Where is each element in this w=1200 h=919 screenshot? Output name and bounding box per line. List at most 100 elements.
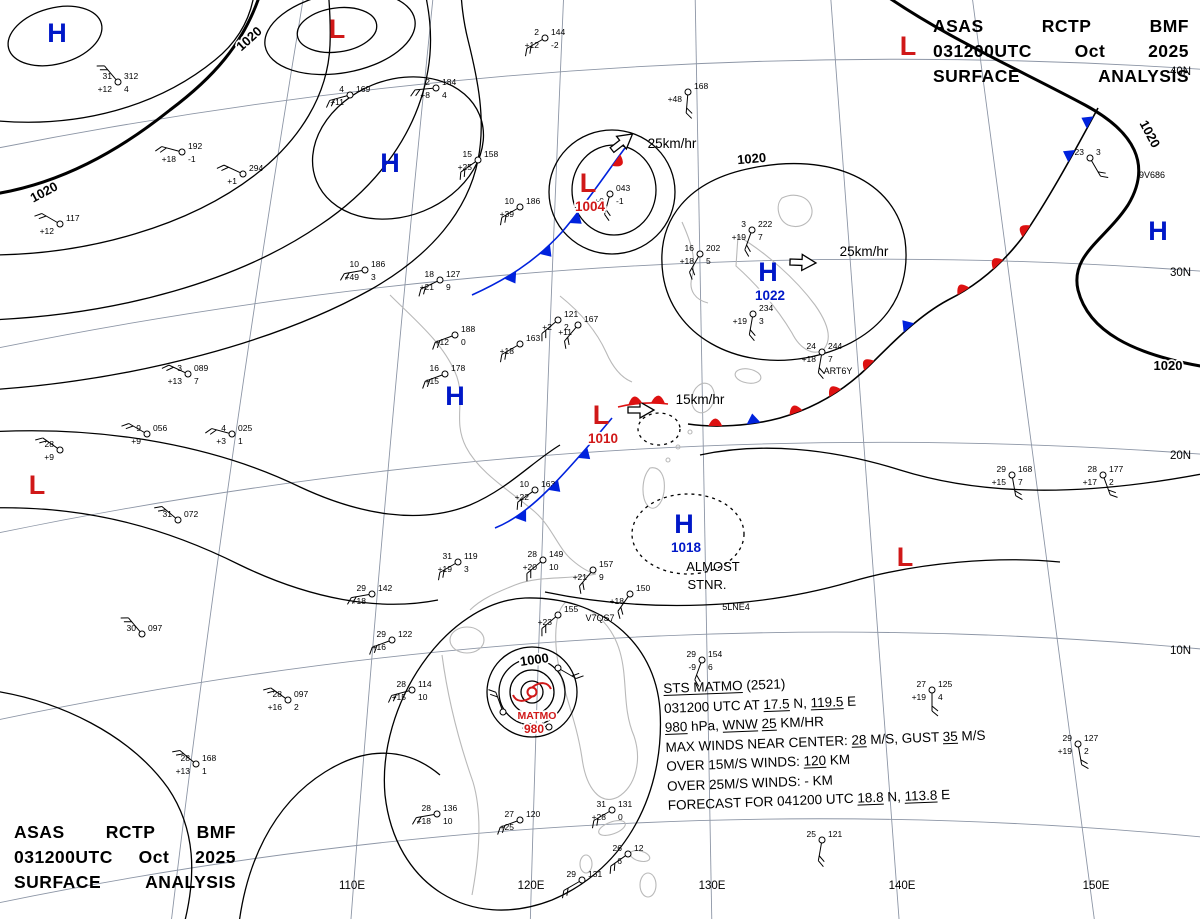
station-value: 157 — [599, 559, 613, 569]
station-value: 144 — [551, 27, 565, 37]
wind-barb-shaft — [416, 814, 435, 819]
coastline — [441, 654, 480, 896]
wind-barb-tick — [221, 166, 229, 172]
wind-barb-tick — [347, 597, 352, 605]
station-circle-icon — [408, 686, 416, 694]
wind-barb-icon — [1103, 477, 1118, 498]
pressure-center-high: H — [1148, 216, 1168, 246]
wind-barb-icon — [541, 616, 557, 637]
station-value: +12 — [98, 84, 113, 94]
station-value: +17 — [1083, 477, 1098, 487]
wind-barb-tick — [530, 570, 532, 579]
station-value: 168 — [694, 81, 708, 91]
wind-barb-icon — [121, 423, 145, 433]
station-value: +1 — [227, 176, 237, 186]
station-value: 127 — [446, 269, 460, 279]
station-circle-icon — [531, 486, 539, 494]
wind-barb-tick — [526, 573, 528, 582]
station-value: 2 — [294, 702, 299, 712]
station-plot: 15 158 +25 — [458, 149, 498, 180]
wind-barb-tick — [497, 827, 501, 835]
station-value: 28 — [181, 753, 191, 763]
wind-barb-tick — [604, 213, 610, 221]
storm-info-value: 980 — [664, 719, 688, 735]
wind-barb-shaft — [211, 428, 230, 434]
wind-barb-icon — [604, 196, 611, 221]
station-plot: 4 025 +3 1 — [205, 423, 252, 446]
station-circle-icon — [143, 430, 151, 438]
storm-info-text: KM/HR — [776, 713, 825, 731]
wind-barb-tick — [613, 863, 616, 872]
cold-front-symbol — [539, 244, 552, 257]
station-value: +19 — [733, 316, 748, 326]
station-value: +19 — [1058, 746, 1073, 756]
station-value: 4 — [938, 692, 943, 702]
storm-info-value: 18.8 — [856, 789, 884, 806]
analysis-title-word: RCTP — [105, 822, 156, 842]
station-plot: 167 +11 — [558, 314, 598, 349]
wind-barb-tick — [99, 69, 108, 71]
station-value: +49 — [345, 272, 360, 282]
analysis-title-line: 031200UTC Oct 2025 — [14, 845, 236, 870]
stationary-front-line — [687, 107, 1099, 427]
wind-barb-tick — [1100, 175, 1109, 179]
wind-barb-icon — [340, 270, 363, 281]
pressure-center-low: L — [29, 470, 46, 500]
wind-barb-tick — [605, 209, 611, 217]
wind-barb-tick — [501, 825, 506, 833]
station-value: +18 — [802, 354, 817, 364]
wind-barb-icon — [541, 321, 557, 342]
pressure-center-value: 1004 — [575, 199, 606, 214]
wind-barb-shaft — [179, 750, 195, 763]
station-plot: 9 056 +9 — [121, 423, 167, 446]
station-value: 186 — [371, 259, 385, 269]
wind-barb-tick — [567, 337, 570, 346]
cold-front-line — [494, 417, 613, 529]
station-plot: 31 072 — [154, 506, 198, 524]
coastline — [389, 294, 597, 575]
warm-front-symbol — [789, 405, 803, 416]
wind-barb-icon — [410, 87, 434, 97]
wind-barb-tick — [504, 214, 507, 223]
station-value: +25 — [458, 162, 473, 172]
isobar-line — [383, 597, 662, 911]
latitude-line — [0, 818, 1200, 904]
wind-barb-shaft — [685, 94, 689, 113]
dashed-isobar — [631, 493, 745, 575]
wind-barb-tick — [504, 351, 507, 360]
storm-info-text: M/S — [957, 727, 986, 744]
station-value: 23 — [1075, 147, 1085, 157]
station-circle-icon — [1099, 471, 1107, 479]
station-value: 6 — [617, 856, 622, 866]
station-value: +19 — [438, 564, 453, 574]
wind-barb-icon — [216, 164, 241, 174]
station-value: 131 — [618, 799, 632, 809]
wind-barb-icon — [591, 811, 610, 829]
wind-barb-tick — [561, 890, 565, 899]
station-plot: 31 131 +28 0 — [591, 799, 632, 829]
latitude-line — [0, 631, 1200, 720]
station-plot: 25 121 — [807, 829, 842, 867]
wind-barb-tick — [1110, 494, 1118, 498]
analysis-title-word: SURFACE — [14, 872, 102, 892]
wind-barb-tick — [330, 98, 335, 107]
cold-front-symbol — [578, 447, 591, 460]
wind-barb-shaft — [1103, 477, 1111, 495]
wind-barb-tick — [499, 354, 503, 363]
wind-barb-shaft — [528, 722, 547, 727]
station-value: 28 — [528, 549, 538, 559]
station-circle-icon — [516, 203, 524, 211]
pressure-center-letter: L — [329, 14, 346, 44]
wind-barb-shaft — [161, 146, 180, 152]
station-value: +15 — [392, 692, 407, 702]
wind-barb-tick — [267, 690, 276, 694]
wind-barb-shaft — [439, 563, 456, 573]
station-plot: 150 +18 — [610, 583, 650, 619]
wind-barb-icon — [522, 722, 547, 730]
station-circle-icon — [239, 170, 247, 178]
wind-barb-icon — [325, 95, 348, 108]
station-value: 15 — [463, 149, 473, 159]
